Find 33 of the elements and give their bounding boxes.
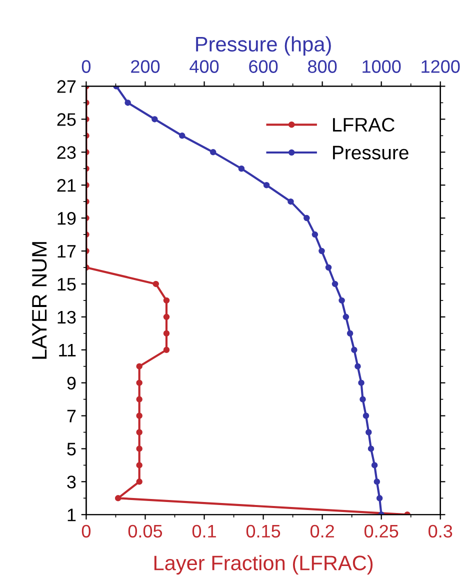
y-tick-label: 27 — [57, 80, 76, 93]
y-tick-label: 11 — [59, 344, 76, 356]
x2-tick-label: 0 — [82, 60, 91, 73]
x2-tick-label: 200 — [131, 60, 160, 73]
x-axis-title: Layer Fraction (LFRAC) — [154, 555, 373, 574]
x2-tick-label: 400 — [190, 60, 219, 73]
y-tick-label: 17 — [58, 245, 76, 258]
x-tick-label: 0 — [82, 524, 91, 538]
x-tick-label: 0.15 — [246, 524, 280, 538]
legend-label: LFRAC — [333, 118, 394, 132]
x2-axis-title: Pressure (hpa) — [196, 36, 331, 56]
y-tick-label: 3 — [67, 476, 76, 488]
x-tick-label: 0.2 — [310, 524, 334, 538]
y-tick-label: 19 — [58, 212, 76, 225]
x2-tick-label: 1200 — [422, 60, 460, 73]
x-tick-label: 0.1 — [192, 524, 216, 538]
y-tick-label: 7 — [67, 410, 76, 422]
x2-tick-label: 600 — [249, 60, 278, 73]
y-tick-label: 9 — [67, 376, 76, 390]
y-tick-label: 15 — [58, 278, 76, 291]
y-tick-label: 5 — [67, 442, 76, 456]
x-tick-label: 0.3 — [428, 524, 452, 538]
y-tick-label: 13 — [58, 310, 76, 324]
y-axis-title: LAYER NUM — [32, 242, 47, 359]
x-tick-label: 0.25 — [364, 524, 398, 538]
y-tick-label: 23 — [57, 146, 76, 159]
y-tick-label: 21 — [57, 179, 76, 192]
y-tick-label: 1 — [68, 508, 76, 522]
x2-tick-label: 1000 — [362, 60, 401, 73]
x-tick-label: 0.05 — [128, 524, 162, 538]
y-tick-label: 25 — [57, 113, 76, 126]
x2-tick-label: 800 — [308, 60, 337, 73]
legend-label: Pressure — [333, 146, 408, 160]
